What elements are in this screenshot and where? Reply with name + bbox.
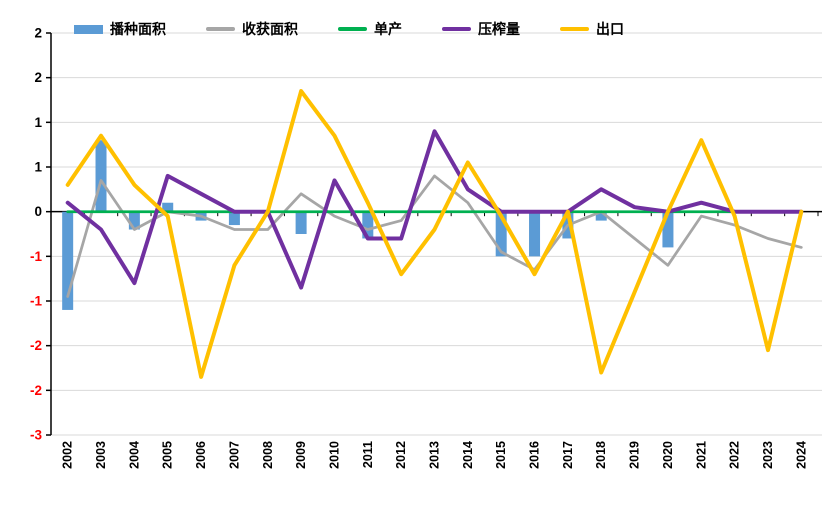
x-axis-year-label: 2006 xyxy=(194,441,208,469)
bar-2003 xyxy=(95,140,107,212)
x-axis-year-label: 2022 xyxy=(728,441,742,469)
x-axis-year-label: 2015 xyxy=(494,441,508,469)
x-axis-year-label: 2020 xyxy=(661,441,675,469)
y-axis-tick-label: -1 xyxy=(30,249,42,264)
legend-item-export: 出口 xyxy=(560,22,624,36)
y-axis-tick-label: -1 xyxy=(30,294,42,309)
y-axis-tick-label: -2 xyxy=(30,383,42,398)
line-swatch-icon xyxy=(206,27,235,31)
legend-item-crush-volume: 压榨量 xyxy=(442,22,520,36)
line-series-压榨量 xyxy=(65,129,804,290)
bar-swatch-icon xyxy=(74,24,103,34)
x-axis-year-label: 2018 xyxy=(594,441,608,469)
x-axis-year-label: 2005 xyxy=(161,441,175,469)
x-axis-year-label: 2010 xyxy=(327,441,341,469)
y-axis-tick-label: 1 xyxy=(34,115,42,130)
line-swatch-icon xyxy=(338,27,367,31)
x-axis-year-label: 2019 xyxy=(628,441,642,469)
bar-2020 xyxy=(662,211,674,248)
y-axis-tick-label: 0 xyxy=(34,204,42,219)
x-axis-year-label: 2002 xyxy=(61,441,75,469)
x-axis-year-label: 2011 xyxy=(361,441,375,468)
line-series-出口 xyxy=(65,89,804,379)
bar-2016 xyxy=(529,211,541,257)
legend-label: 播种面积 xyxy=(110,21,166,37)
y-axis-tick-label: 2 xyxy=(34,70,42,85)
x-axis-year-label: 2009 xyxy=(294,441,308,469)
y-axis-tick-label: -2 xyxy=(30,338,42,353)
x-axis-year-label: 2016 xyxy=(528,441,542,469)
x-axis-year-label: 2008 xyxy=(261,441,275,469)
y-axis-tick-label: 1 xyxy=(34,160,42,175)
legend-label: 单产 xyxy=(374,21,402,37)
bar-2005 xyxy=(162,202,174,212)
x-axis-year-label: 2024 xyxy=(794,441,808,469)
x-axis-year-label: 2003 xyxy=(94,441,108,469)
x-axis-year-label: 2021 xyxy=(694,441,708,469)
x-axis-year-label: 2017 xyxy=(561,441,575,469)
bar-2009 xyxy=(295,211,307,234)
bar-2015 xyxy=(495,211,507,257)
x-axis-year-label: 2012 xyxy=(394,441,408,469)
legend-item-yield: 单产 xyxy=(338,22,402,36)
y-axis-tick-label: 2 xyxy=(34,26,42,41)
x-axis-year-label: 2013 xyxy=(428,441,442,469)
bar-2002 xyxy=(62,211,74,310)
legend-label: 压榨量 xyxy=(478,21,520,37)
x-axis-year-label: 2004 xyxy=(127,441,141,469)
bar-2018 xyxy=(595,211,607,221)
legend-label: 出口 xyxy=(596,21,624,37)
bar-2007 xyxy=(228,211,240,226)
bar-2004 xyxy=(128,211,140,230)
line-swatch-icon xyxy=(560,27,589,31)
x-axis-year-label: 2023 xyxy=(761,441,775,469)
line-series-收获面积 xyxy=(66,174,803,298)
y-axis-tick-label: -3 xyxy=(30,428,42,443)
x-axis-year-label: 2007 xyxy=(227,441,241,469)
legend-label: 收获面积 xyxy=(242,21,298,37)
bar-2011 xyxy=(362,211,374,239)
line-swatch-icon xyxy=(442,27,471,31)
legend-item-sown-area: 播种面积 xyxy=(74,22,166,36)
legend-item-harvested-area: 收获面积 xyxy=(206,22,298,36)
x-axis-year-label: 2014 xyxy=(461,441,475,469)
chart-legend: 播种面积 收获面积 单产 压榨量 出口 xyxy=(74,18,624,40)
